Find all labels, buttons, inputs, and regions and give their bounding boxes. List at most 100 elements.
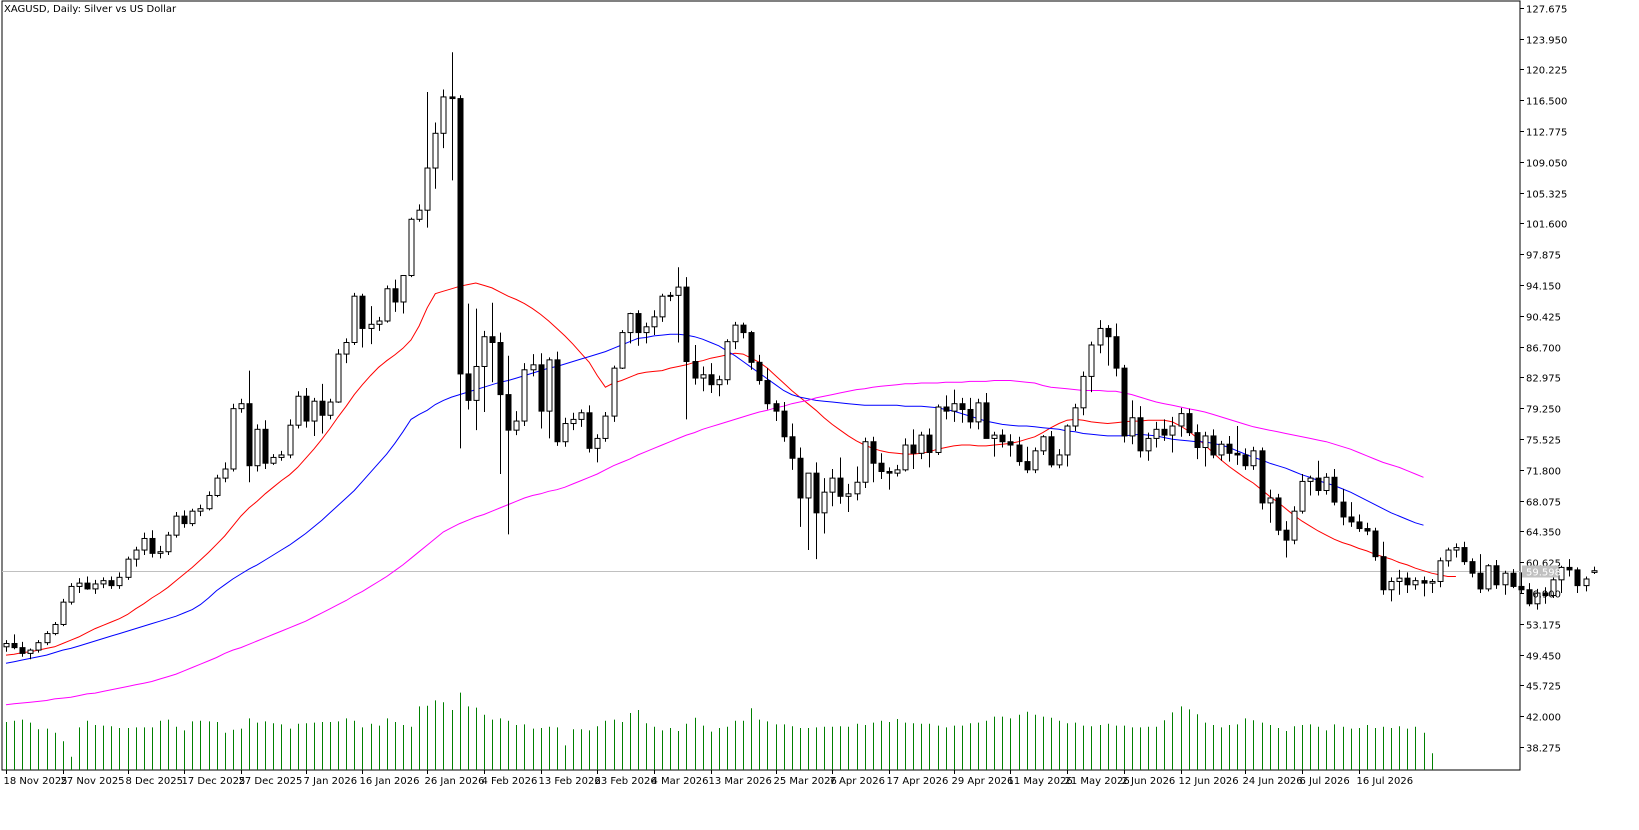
y-tick-label: 105.325 xyxy=(1526,190,1567,201)
candle-body xyxy=(562,423,569,443)
candle-body xyxy=(1032,450,1039,471)
candle xyxy=(60,598,67,627)
candle xyxy=(1591,566,1598,575)
candle-body xyxy=(724,341,731,381)
current-price-badge: 59.598 xyxy=(1522,565,1561,579)
candle-body xyxy=(602,415,609,439)
y-tick-label: 53.175 xyxy=(1526,621,1561,632)
candle xyxy=(1340,488,1347,526)
candle-body xyxy=(206,494,213,510)
candle-body xyxy=(1080,375,1087,409)
candle-body xyxy=(635,313,642,334)
candle-body xyxy=(1016,444,1023,463)
candle xyxy=(554,351,561,446)
candle-body xyxy=(683,286,690,363)
candle xyxy=(343,338,350,364)
candle xyxy=(1421,576,1428,597)
x-tick-label: 8 Dec 2025 xyxy=(126,776,184,787)
candle-body xyxy=(392,288,399,303)
candle xyxy=(708,363,715,393)
candle xyxy=(521,363,528,427)
candle-body xyxy=(1169,425,1176,436)
candle-body xyxy=(1591,570,1598,573)
candle xyxy=(327,398,334,420)
y-tick-label: 60.625 xyxy=(1526,559,1561,570)
x-tick-label: 16 Jul 2026 xyxy=(1357,776,1414,787)
candle xyxy=(52,621,59,636)
candle xyxy=(376,316,383,331)
candle-body xyxy=(1534,592,1541,605)
moving-average-2 xyxy=(5,333,1424,664)
candle-body xyxy=(1178,413,1185,427)
x-tick-label: 13 Mar 2026 xyxy=(709,776,772,787)
candle xyxy=(1250,446,1257,470)
candle-body xyxy=(1518,585,1525,591)
candle-body xyxy=(1242,454,1249,467)
candle-body xyxy=(935,406,942,453)
candle xyxy=(173,512,180,538)
y-tick-label: 116.500 xyxy=(1526,97,1567,108)
candle-body xyxy=(764,380,771,405)
candle-body xyxy=(408,218,415,277)
candle xyxy=(983,392,990,439)
candle xyxy=(813,462,820,560)
candle-body xyxy=(878,462,885,472)
candle-body xyxy=(643,326,650,334)
candle xyxy=(764,368,771,410)
candle-body xyxy=(659,295,666,318)
candle-body xyxy=(797,457,804,499)
candle xyxy=(951,389,958,422)
candle xyxy=(845,483,852,513)
candle-body xyxy=(1485,565,1492,590)
candle-body xyxy=(570,418,577,425)
candle-body xyxy=(886,470,893,474)
candle-body xyxy=(1574,569,1581,587)
candle-body xyxy=(1510,572,1517,587)
candle xyxy=(181,510,188,528)
candle xyxy=(1097,320,1104,354)
candle-body xyxy=(967,408,974,423)
y-tick-label: 123.950 xyxy=(1526,36,1567,47)
candle xyxy=(829,469,836,507)
price-axis[interactable]: 127.675 123.950 120.225 116.500 112.775 109.0… xyxy=(1520,5,1567,755)
candle-body xyxy=(1583,578,1590,587)
plot-border xyxy=(1,0,1521,771)
candle xyxy=(1178,407,1185,437)
candle-body xyxy=(1024,461,1031,471)
candle-body xyxy=(1088,344,1095,377)
candle-body xyxy=(1348,516,1355,523)
candle xyxy=(1502,570,1509,595)
candle-body xyxy=(1250,450,1257,467)
candle xyxy=(1186,408,1193,436)
candle-body xyxy=(943,406,950,412)
candle xyxy=(1202,431,1209,467)
x-tick-label: 6 Jul 2026 xyxy=(1300,776,1350,787)
candle-body xyxy=(84,582,91,590)
candle-body xyxy=(214,477,221,496)
y-tick-label: 112.775 xyxy=(1526,128,1567,139)
candle-body xyxy=(125,558,132,578)
candle xyxy=(311,397,318,436)
candle xyxy=(384,285,391,323)
candle xyxy=(773,400,780,422)
candle xyxy=(910,429,917,470)
candle xyxy=(926,428,933,468)
candle xyxy=(295,391,302,429)
candle-body xyxy=(894,469,901,474)
x-tick-label: 7 Jan 2026 xyxy=(304,776,358,787)
candle xyxy=(602,411,609,442)
candle-body xyxy=(440,96,447,134)
moving-average-3 xyxy=(5,380,1424,706)
candle xyxy=(1210,429,1217,459)
candle xyxy=(222,462,229,483)
candle xyxy=(1299,473,1306,514)
candle-body xyxy=(449,96,456,100)
x-tick-label: 4 Mar 2026 xyxy=(652,776,709,787)
candle xyxy=(424,91,431,228)
candle xyxy=(530,354,537,377)
candle-body xyxy=(481,336,488,367)
candle-body xyxy=(1445,549,1452,562)
